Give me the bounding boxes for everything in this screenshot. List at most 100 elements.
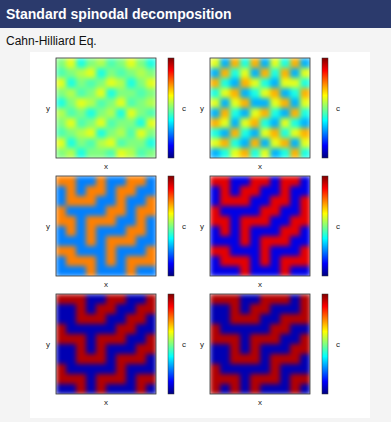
cell	[220, 148, 231, 158]
cell	[86, 98, 97, 109]
cell	[260, 246, 271, 257]
cell	[260, 226, 271, 237]
cell	[210, 344, 221, 355]
plot-area	[210, 294, 310, 394]
cell	[96, 266, 107, 276]
cell	[240, 304, 251, 315]
cell	[270, 148, 281, 158]
cell	[146, 294, 156, 305]
cell	[230, 334, 241, 345]
cell	[210, 334, 221, 345]
cell	[76, 324, 87, 335]
cell	[56, 246, 67, 257]
cell	[290, 68, 301, 79]
cell	[300, 354, 310, 365]
cells	[56, 176, 156, 276]
cell	[270, 314, 281, 325]
cell	[210, 226, 221, 237]
cell	[210, 78, 221, 89]
cell	[76, 294, 87, 305]
cell	[280, 176, 291, 187]
cell	[146, 344, 156, 355]
cell	[116, 118, 127, 129]
cell	[240, 334, 251, 345]
heatmap-panel: yxc	[46, 176, 186, 289]
x-axis-label: x	[258, 398, 262, 407]
cell	[210, 68, 221, 79]
cell	[290, 344, 301, 355]
header-bar	[0, 0, 391, 28]
cell	[136, 226, 147, 237]
cell	[76, 206, 87, 217]
cell	[56, 226, 67, 237]
cell	[136, 186, 147, 197]
plot-area	[210, 58, 310, 158]
cell	[220, 128, 231, 139]
cell	[116, 186, 127, 197]
cell	[86, 236, 97, 247]
cell	[300, 374, 310, 385]
title: Standard spinodal decomposition	[6, 6, 232, 22]
cell	[116, 128, 127, 139]
cell	[86, 374, 97, 385]
colorbar-label: c	[336, 104, 340, 113]
cell	[220, 196, 231, 207]
cell	[270, 128, 281, 139]
cell	[126, 344, 137, 355]
cell	[290, 196, 301, 207]
cell	[250, 334, 261, 345]
colorbar	[322, 294, 328, 394]
cell	[146, 128, 156, 139]
cell	[230, 186, 241, 197]
cell	[270, 216, 281, 227]
cell	[220, 206, 231, 217]
cell	[66, 58, 77, 69]
cell	[76, 98, 87, 109]
cell	[76, 68, 87, 79]
cell	[146, 148, 156, 158]
cell	[56, 256, 67, 267]
cell	[240, 354, 251, 365]
cell	[210, 236, 221, 247]
cell	[86, 314, 97, 325]
heatmap-panel: yxc	[200, 176, 340, 289]
cell	[300, 266, 310, 276]
cell	[56, 266, 67, 276]
cell	[260, 304, 271, 315]
cell	[210, 206, 221, 217]
cell	[260, 384, 271, 394]
cell	[230, 108, 241, 119]
cell	[106, 216, 117, 227]
cell	[106, 186, 117, 197]
cell	[56, 334, 67, 345]
cell	[76, 118, 87, 129]
cell	[260, 324, 271, 335]
cell	[270, 364, 281, 375]
cell	[250, 314, 261, 325]
cell	[210, 108, 221, 119]
cell	[116, 236, 127, 247]
cell	[250, 128, 261, 139]
cell	[146, 304, 156, 315]
cell	[66, 118, 77, 129]
cell	[290, 98, 301, 109]
cell	[300, 186, 310, 197]
cell	[96, 384, 107, 394]
cell	[136, 324, 147, 335]
cell	[290, 304, 301, 315]
cell	[86, 226, 97, 237]
cell	[260, 256, 271, 267]
cell	[260, 88, 271, 99]
cell	[126, 236, 137, 247]
cell	[66, 236, 77, 247]
cell	[280, 118, 291, 129]
cell	[146, 226, 156, 237]
cell	[136, 68, 147, 79]
cell	[290, 266, 301, 276]
cell	[136, 364, 147, 375]
cell	[66, 314, 77, 325]
cell	[126, 314, 137, 325]
cell	[240, 216, 251, 227]
cell	[146, 118, 156, 129]
cell	[250, 176, 261, 187]
